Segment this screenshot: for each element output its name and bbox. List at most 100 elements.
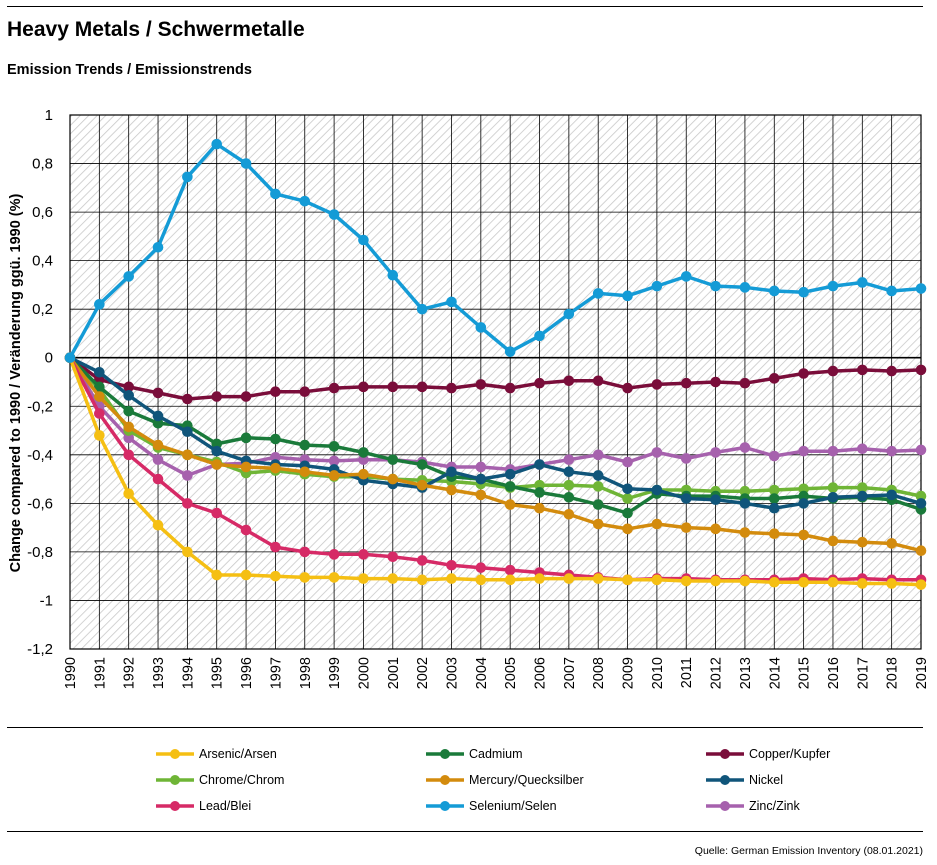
data-point <box>270 433 281 445</box>
data-point <box>827 535 839 547</box>
data-point <box>622 507 633 519</box>
legend-swatch <box>156 775 194 785</box>
data-point <box>475 574 487 586</box>
data-point <box>768 493 780 504</box>
legend-label: Chrome/Chrom <box>199 773 285 787</box>
data-point <box>915 498 927 509</box>
data-point <box>240 391 252 402</box>
data-point <box>680 522 692 533</box>
x-tick-label: 2018 <box>885 657 901 689</box>
y-tick-label: -1,2 <box>27 641 53 658</box>
data-point <box>270 462 281 474</box>
data-point <box>710 523 721 535</box>
data-point <box>710 447 721 458</box>
x-tick-label: 2000 <box>356 657 372 689</box>
data-point <box>152 387 164 399</box>
data-point <box>534 479 545 491</box>
data-point <box>534 377 545 389</box>
data-point <box>182 449 193 461</box>
x-tick-label: 2014 <box>767 657 783 689</box>
x-tick-label: 2006 <box>533 657 549 689</box>
data-point <box>857 364 868 376</box>
data-point <box>123 405 134 417</box>
data-point <box>592 470 604 481</box>
data-point <box>182 546 193 558</box>
data-point <box>651 484 663 496</box>
data-point <box>563 454 575 465</box>
data-point <box>416 574 428 586</box>
data-point <box>416 381 428 393</box>
data-point <box>651 379 663 390</box>
data-point <box>416 555 428 566</box>
series-mercury <box>64 352 927 556</box>
data-point <box>827 280 839 292</box>
data-point <box>504 382 516 394</box>
data-point <box>915 283 927 294</box>
data-point <box>886 445 897 457</box>
data-point <box>798 498 809 509</box>
x-tick-label: 1993 <box>151 657 167 689</box>
emission-trends-chart: 1 0,8 0,6 0,4 0,2 0 -0,2 -0,4 -0,6 -0,8 -1 -1,2 1990… <box>8 107 930 689</box>
data-point <box>211 445 223 457</box>
data-point <box>827 576 839 588</box>
data-point <box>387 551 399 563</box>
data-point <box>328 441 340 452</box>
data-point <box>827 482 839 493</box>
data-point <box>123 488 134 499</box>
x-tick-label: 2015 <box>797 657 813 689</box>
data-point <box>152 439 164 451</box>
data-point <box>534 459 545 470</box>
data-point <box>651 280 663 292</box>
data-point <box>592 449 604 461</box>
data-point <box>123 381 134 393</box>
data-point <box>622 493 633 504</box>
data-point <box>94 391 105 402</box>
x-tick-label: 2016 <box>826 657 842 689</box>
data-point <box>739 498 751 509</box>
data-point <box>270 188 281 200</box>
legend-swatch <box>706 801 744 811</box>
data-point <box>94 366 105 378</box>
data-point <box>622 574 633 586</box>
data-point <box>416 303 428 315</box>
data-point <box>857 578 868 589</box>
data-point <box>592 375 604 387</box>
series-selenium <box>64 138 927 364</box>
data-point <box>592 573 604 584</box>
x-tick-label: 2002 <box>415 657 431 689</box>
data-point <box>651 574 663 586</box>
data-point <box>534 330 545 342</box>
data-point <box>915 490 927 502</box>
legend-label: Arsenic/Arsen <box>199 747 277 761</box>
x-tick-label: 2001 <box>386 657 402 689</box>
data-point <box>416 479 428 491</box>
data-point <box>328 470 340 481</box>
data-point <box>857 277 868 288</box>
data-point <box>857 490 868 502</box>
data-point <box>446 296 457 308</box>
data-point <box>886 285 897 297</box>
data-point <box>475 473 487 485</box>
x-tick-label: 1999 <box>327 657 343 689</box>
x-tick-label: 2007 <box>562 657 578 689</box>
series-copper <box>64 352 927 405</box>
data-point <box>622 523 633 535</box>
data-point <box>270 386 281 398</box>
data-point <box>387 269 399 281</box>
series <box>64 138 927 590</box>
data-point <box>534 573 545 584</box>
x-tick-label: 1990 <box>63 657 79 689</box>
data-point <box>240 158 252 169</box>
data-point <box>152 473 164 485</box>
source-note: Quelle: German Emission Inventory (08.01… <box>694 845 923 857</box>
data-point <box>798 368 809 379</box>
data-point <box>504 481 516 492</box>
data-point <box>768 450 780 462</box>
data-point <box>240 432 252 444</box>
legend-swatch <box>156 749 194 759</box>
data-point <box>211 138 223 150</box>
legend-item-arsenic: Arsenic/Arsen <box>155 745 277 763</box>
data-point <box>182 498 193 509</box>
data-point <box>358 381 369 393</box>
data-point <box>358 573 369 584</box>
